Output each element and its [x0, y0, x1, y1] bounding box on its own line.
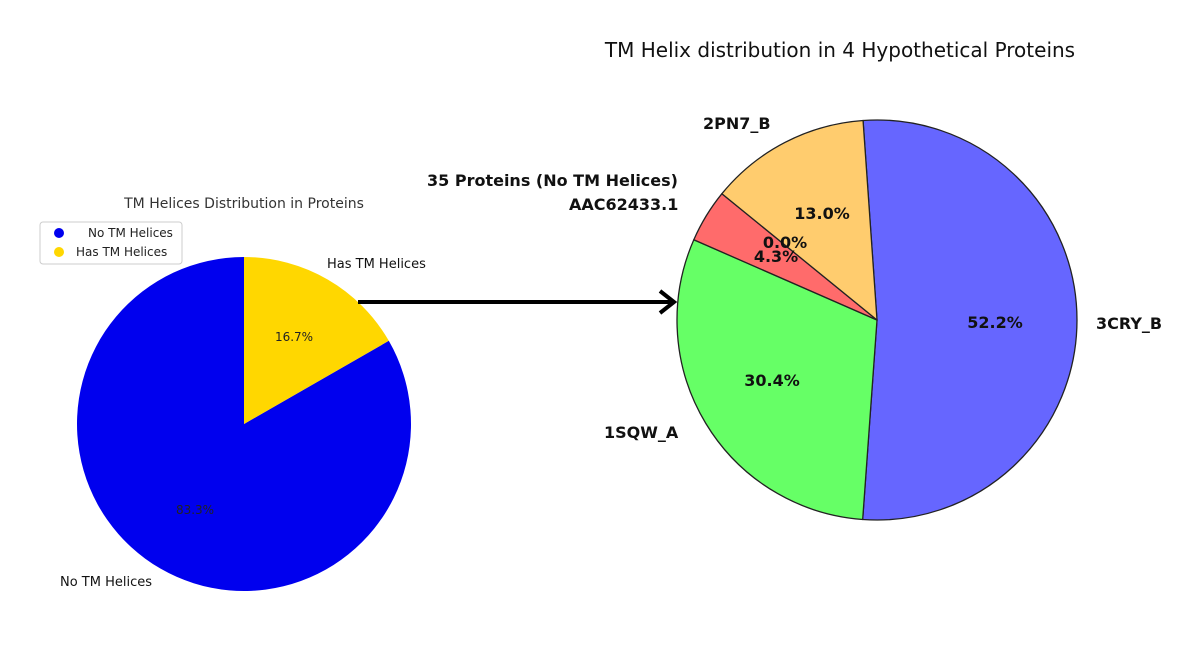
- arrow-head: [658, 289, 678, 315]
- arrow: [358, 289, 678, 315]
- legend-entry-no-tm-helices: No TM Helices: [88, 226, 173, 240]
- right-chart-title: TM Helix distribution in 4 Hypothetical …: [604, 38, 1075, 62]
- right-pct-35-proteins: 0.0%: [763, 233, 807, 252]
- right-label-1sqw-a: 1SQW_A: [604, 423, 679, 442]
- left-pct-has-tm-helices: 16.7%: [275, 330, 313, 344]
- left-chart-title: TM Helices Distribution in Proteins: [123, 196, 364, 212]
- legend-marker-no-tm-helices: [54, 228, 64, 238]
- right-pct-3cry-b: 52.2%: [967, 313, 1023, 332]
- slice-has-tm-helices: [244, 257, 389, 424]
- right-pct-2pn7-b: 13.0%: [794, 204, 850, 223]
- legend-entry-has-tm-helices: Has TM Helices: [76, 245, 167, 259]
- left-label-no-tm-helices: No TM Helices: [60, 575, 152, 590]
- slice-1sqw-a: [676, 239, 878, 521]
- right-label-3cry-b: 3CRY_B: [1096, 314, 1162, 333]
- right-pie: [676, 119, 1078, 521]
- left-label-has-tm-helices: Has TM Helices: [327, 257, 426, 272]
- right-label-2pn7-b: 2PN7_B: [703, 114, 771, 133]
- right-label-aac62433-1: AAC62433.1: [569, 195, 678, 214]
- legend-marker-has-tm-helices: [54, 247, 64, 257]
- right-label-35-proteins: 35 Proteins (No TM Helices): [427, 171, 678, 190]
- slice-no-tm-helices: [77, 257, 412, 591]
- slice-2pn7-b: [721, 119, 878, 321]
- legend-frame: [39, 221, 183, 265]
- left-pct-no-tm-helices: 83.3%: [176, 503, 214, 517]
- right-pct-aac62433-1: 4.3%: [754, 247, 798, 266]
- left-pie: [77, 257, 412, 591]
- slice-3cry-b: [862, 119, 1078, 521]
- left-legend: No TM Helices Has TM Helices: [39, 221, 183, 265]
- right-pct-1sqw-a: 30.4%: [744, 371, 800, 390]
